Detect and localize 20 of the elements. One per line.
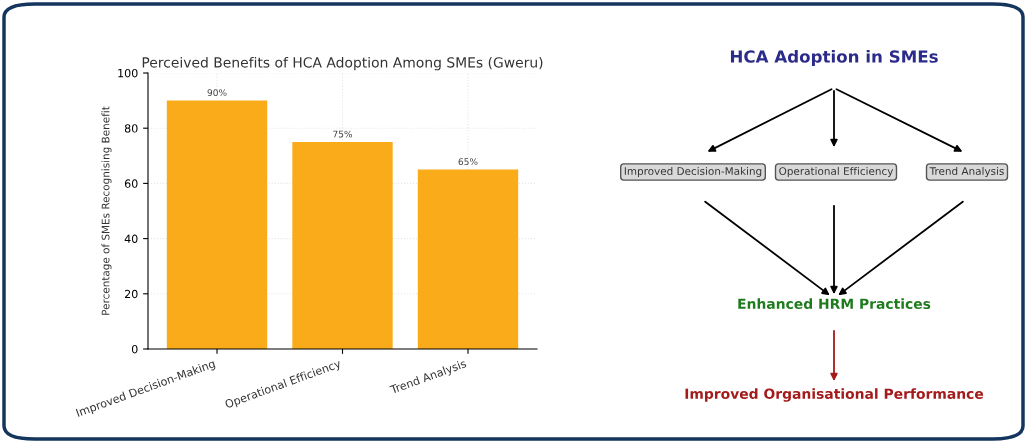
bar <box>417 169 519 349</box>
text: Enhanced HRM Practices <box>738 298 931 310</box>
y-tick-label: 100 <box>118 68 138 78</box>
bar <box>166 100 268 349</box>
y-tick-label: 80 <box>124 124 138 133</box>
data-label: 65% <box>458 158 478 166</box>
data-label: 75% <box>333 130 353 138</box>
y-tick-label: 40 <box>124 234 138 243</box>
text: Improved Organisational Performance <box>685 388 984 402</box>
y-tick-label: 0 <box>131 344 138 354</box>
data-label: 90% <box>207 89 227 97</box>
text: Operational Efficiency <box>779 166 894 178</box>
y-tick-label: 20 <box>124 289 138 299</box>
text: Trend Analysis <box>929 166 1004 178</box>
text: Improved Decision-Making <box>624 166 762 178</box>
y-tick-label: 60 <box>124 179 138 188</box>
text: HCA Adoption in SMEs <box>730 49 938 67</box>
y-axis-title: Percentage of SMEs Recognising Benefit <box>101 106 112 315</box>
chart-title: Perceived Benefits of HCA Adoption Among SMEs (Gweru) <box>142 56 543 71</box>
bar <box>292 142 393 349</box>
